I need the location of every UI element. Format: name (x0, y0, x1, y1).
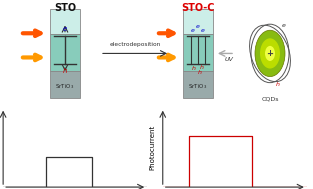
Ellipse shape (265, 46, 275, 61)
Text: UV: UV (224, 57, 233, 62)
Bar (50, 34, 80, 71)
Ellipse shape (255, 30, 285, 77)
Text: $e$: $e$ (190, 27, 196, 34)
Bar (183, 9, 213, 34)
Bar (50, 9, 80, 34)
Text: STO-C: STO-C (181, 3, 215, 13)
Text: SrTiO$_3$: SrTiO$_3$ (188, 82, 208, 91)
Text: $h$: $h$ (197, 68, 203, 76)
Text: $e$: $e$ (62, 25, 68, 33)
Text: $h$: $h$ (275, 80, 281, 88)
Text: SrTiO$_3$: SrTiO$_3$ (55, 82, 74, 91)
Bar (183, 34, 213, 71)
Text: $e$: $e$ (195, 23, 201, 30)
Text: $h$: $h$ (62, 66, 68, 75)
Text: electrodeposition: electrodeposition (109, 42, 161, 47)
Bar (50, 71, 80, 98)
Text: Photocurrent: Photocurrent (150, 125, 156, 170)
Text: STO: STO (54, 3, 76, 13)
Text: $e$: $e$ (200, 27, 206, 34)
Text: CQDs: CQDs (261, 97, 279, 102)
Text: $h$: $h$ (199, 63, 205, 71)
Bar (183, 71, 213, 98)
Text: $e$: $e$ (281, 22, 287, 29)
Text: +: + (266, 49, 274, 58)
Text: $h$: $h$ (191, 64, 197, 72)
Ellipse shape (260, 38, 280, 69)
